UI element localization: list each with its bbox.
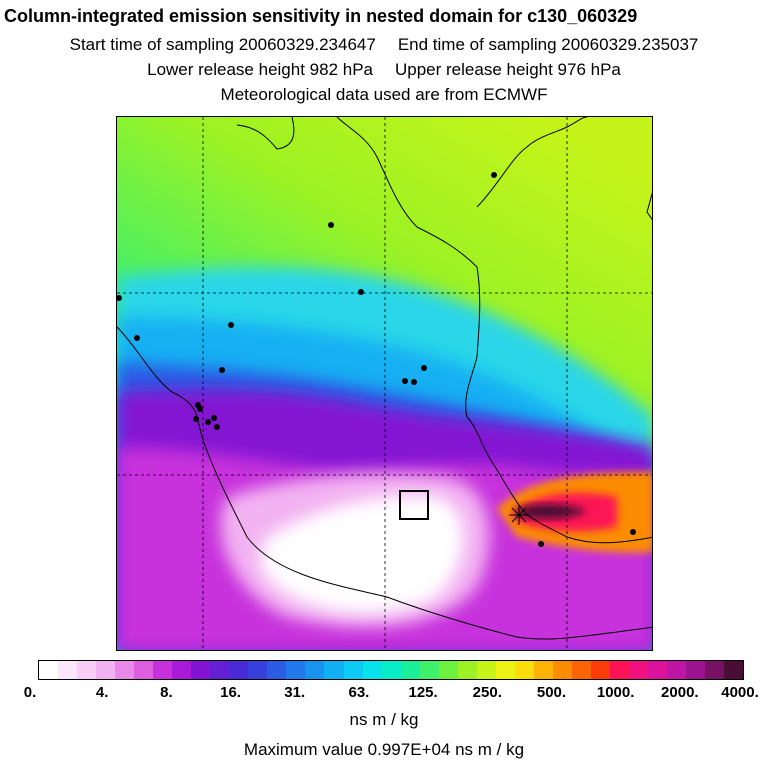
colorbar-swatch xyxy=(229,661,249,679)
colorbar-tick-label: 8. xyxy=(160,684,173,701)
colorbar-tick-label: 500. xyxy=(536,684,567,701)
dot-icon xyxy=(211,415,217,421)
dot-icon xyxy=(219,367,225,373)
colorbar-swatch xyxy=(648,661,668,679)
sensitivity-plume-core xyxy=(517,503,587,520)
colorbar-tick-label: 16. xyxy=(220,684,241,701)
lower-release-label: Lower release height 982 hPa xyxy=(147,60,373,79)
colorbar-swatch xyxy=(495,661,515,679)
colorbar-swatch xyxy=(571,661,591,679)
colorbar-swatch xyxy=(191,661,211,679)
colorbar-tick-label: 0. xyxy=(23,684,37,701)
colorbar-swatch xyxy=(210,661,230,679)
colorbar-swatch xyxy=(305,661,325,679)
colorbar-swatch xyxy=(476,661,496,679)
dot-icon xyxy=(134,335,140,341)
colorbar-swatch xyxy=(628,661,648,679)
plus-cross-icon xyxy=(509,505,529,525)
colorbar-swatch xyxy=(134,661,154,679)
city-markers xyxy=(117,172,636,547)
colorbar-tick-label: 2000. xyxy=(661,684,699,701)
release-heights-line: Lower release height 982 hPa Upper releas… xyxy=(0,60,768,80)
start-time-label: Start time of sampling 20060329.234647 xyxy=(69,35,376,54)
colorbar-swatch xyxy=(686,661,706,679)
colorbar-tick-label: 4. xyxy=(95,684,109,701)
dot-icon xyxy=(491,172,497,178)
colorbar-swatch xyxy=(609,661,629,679)
colorbar-swatch xyxy=(552,661,572,679)
colorbar-swatch xyxy=(362,661,382,679)
colorbar-swatch xyxy=(514,661,534,679)
colorbar-swatch xyxy=(58,661,78,679)
colorbar-tick-label: 125. xyxy=(408,684,438,701)
map-canvas xyxy=(117,117,652,650)
sampling-times-line: Start time of sampling 20060329.234647 En… xyxy=(0,35,768,55)
colorbar-swatch xyxy=(248,661,268,679)
colorbar-swatch xyxy=(381,661,401,679)
colorbar-tick-label: 1000. xyxy=(596,684,635,701)
dot-icon xyxy=(358,289,364,295)
met-data-label: Meteorological data used are from ECMWF xyxy=(220,85,548,104)
dot-icon xyxy=(421,365,427,371)
colorbar-swatch xyxy=(667,661,687,679)
colorbar-swatch xyxy=(39,661,59,679)
colorbar-swatch xyxy=(343,661,363,679)
colorbar-swatch xyxy=(153,661,173,679)
coastline-northeast xyxy=(476,117,652,221)
square-box-icon xyxy=(399,490,429,520)
coastline-north xyxy=(236,117,481,418)
colorbar-swatch xyxy=(705,661,725,679)
colorbar-tick-label: 250. xyxy=(472,684,502,701)
dot-icon xyxy=(117,295,122,301)
colorbar-tick-label: 31. xyxy=(284,684,306,701)
colorbar-swatch xyxy=(400,661,420,679)
dot-icon xyxy=(328,222,334,228)
colorbar-swatch xyxy=(77,661,97,679)
coastline-east xyxy=(466,416,652,544)
dot-icon xyxy=(193,416,199,422)
colorbar xyxy=(38,660,744,680)
colorbar-swatch xyxy=(438,661,458,679)
coastline-west xyxy=(117,326,652,640)
colorbar-tick-labels: 0. 4. 8. 16. 31. 63. 125. 250. 500. 1000. 2000. 400… xyxy=(0,684,768,704)
colorbar-swatch xyxy=(286,661,306,679)
colorbar-swatch xyxy=(724,661,744,679)
upper-release-label: Upper release height 976 hPa xyxy=(395,60,621,79)
colorbar-swatch xyxy=(590,661,610,679)
colorbar-swatch xyxy=(267,661,287,679)
colorbar-swatch xyxy=(457,661,477,679)
sensitivity-map xyxy=(116,116,653,651)
end-time-label: End time of sampling 20060329.235037 xyxy=(397,35,699,54)
colorbar-swatch xyxy=(324,661,344,679)
maximum-value-label: Maximum value 0.997E+04 ns m / kg xyxy=(243,740,525,759)
colorbar-units-label: ns m / kg xyxy=(349,710,419,729)
dot-icon xyxy=(205,419,211,425)
dot-icon xyxy=(402,378,408,384)
colorbar-tick-label: 4000. xyxy=(721,684,759,701)
colorbar-swatch xyxy=(533,661,553,679)
plot-title: Column-integrated emission sensitivity i… xyxy=(4,6,638,26)
colorbar-swatch xyxy=(96,661,116,679)
dot-icon xyxy=(411,379,417,385)
colorbar-swatch xyxy=(115,661,135,679)
dot-icon xyxy=(197,406,203,412)
dot-icon xyxy=(630,529,636,535)
colorbar-swatch xyxy=(172,661,192,679)
dot-icon xyxy=(228,322,234,328)
grid-lines xyxy=(117,117,652,650)
sensitivity-band-white xyxy=(260,496,464,614)
dot-icon xyxy=(538,541,544,547)
colorbar-tick-label: 63. xyxy=(348,684,370,701)
dot-icon xyxy=(214,424,220,430)
colorbar-swatch xyxy=(419,661,439,679)
